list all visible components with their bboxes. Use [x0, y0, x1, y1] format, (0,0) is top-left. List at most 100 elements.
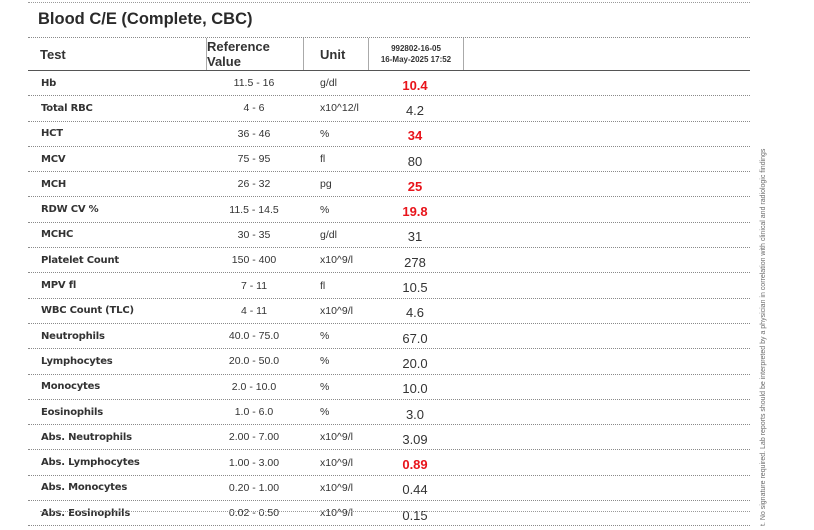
unit: x10^9/l [320, 481, 353, 494]
unit: g/dl [320, 228, 337, 241]
range-separator: - [249, 456, 259, 469]
report-title: Blood C/E (Complete, CBC) [38, 10, 253, 28]
result-value: 10.5 [402, 280, 428, 296]
reference-high: 6.0 [258, 406, 274, 418]
unit: fl [320, 279, 326, 292]
table-row: Neutrophils 40.0 - 75.0% 67.0 [28, 324, 750, 350]
reference-low: 4 [240, 304, 247, 317]
result-value: 4.6 [405, 305, 425, 321]
table-row: HCT 36 - 46% 34 [28, 122, 750, 147]
test-name: Abs. Eosinophils [41, 507, 131, 519]
table-row: Abs. Eosinophils 0.02 - 0.50 x10^9/l 0.15 [28, 501, 750, 527]
result-value: 0.89 [402, 457, 428, 473]
table-row: WBC Count (TLC) 4 - 11 x10^9/l 4.6 [28, 299, 750, 324]
table-row: Abs. Lymphocytes 1.00 - 3.00 x10^9/l 0.89 [28, 450, 750, 476]
unit: x10^9/l [320, 431, 353, 444]
test-name: WBC Count (TLC) [41, 305, 134, 317]
reference-low: 26 [237, 178, 250, 191]
unit: x10^9/l [320, 254, 353, 267]
table-row: Total RBC 4 - 6 x10^12/l 4.2 [28, 96, 750, 122]
table-row: Lymphocytes 20.0 - 50.0% 20.0 [28, 349, 750, 375]
reference-low: 7 [240, 279, 247, 292]
result-value: 0.44 [402, 482, 428, 498]
unit: x10^9/l [320, 507, 353, 520]
unit: x10^9/l [320, 456, 353, 469]
reference-high: 32 [258, 178, 271, 191]
reference-high: 7.00 [258, 431, 280, 444]
reference-low: 40.0 [228, 330, 250, 343]
table-row: MCH 26 - 32 pg 25 [28, 172, 750, 198]
range-separator: - [249, 102, 259, 115]
table-row: MCV 75 - 95 fl 80 [28, 147, 750, 173]
test-name: MCV [41, 153, 66, 165]
range-separator: - [249, 254, 259, 267]
range-separator: - [246, 279, 257, 292]
result-value: 3.09 [402, 431, 428, 447]
side-disclaimer: t. No signature required. Lab reports sh… [760, 148, 767, 526]
reference-range: 36 - 46 [206, 122, 302, 146]
result-value: 3.0 [405, 406, 425, 422]
test-name: Total RBC [41, 102, 93, 114]
range-separator: - [253, 77, 263, 90]
reference-high: 10.0 [255, 380, 277, 393]
reference-high: 6 [258, 102, 265, 115]
table-body: Hb 11.5 - 16 g/dl 10.4 Total RBC 4 - 6 x10^12/… [28, 71, 750, 527]
column-header-reference: Reference Value [206, 38, 304, 70]
reference-high: 16 [262, 77, 275, 90]
test-name: Hb [41, 77, 57, 89]
unit: % [320, 127, 330, 140]
reference-range: 26 - 32 [206, 172, 302, 196]
reference-range: 4 - 11 [206, 299, 302, 323]
test-name: Platelet Count [41, 254, 119, 266]
range-separator: - [249, 178, 259, 191]
reference-low: 75 [237, 153, 250, 166]
range-separator: - [246, 304, 257, 317]
table-row: Platelet Count 150 - 400 x10^9/l 278 [28, 248, 750, 274]
test-name: MPV fl [41, 280, 77, 292]
reference-low: 36 [237, 127, 250, 140]
reference-low: 20.0 [228, 355, 250, 368]
test-name: Abs. Lymphocytes [41, 457, 140, 469]
test-name: HCT [41, 128, 63, 140]
result-value: 0.15 [402, 507, 428, 523]
result-value: 67.0 [402, 330, 428, 346]
unit: g/dl [320, 77, 337, 90]
reference-low: 0.02 [228, 507, 250, 520]
reference-high: 3.00 [258, 456, 280, 469]
test-name: Abs. Monocytes [41, 482, 128, 494]
reference-high: 1.00 [258, 481, 280, 494]
reference-low: 4 [243, 102, 250, 115]
unit: % [320, 203, 330, 216]
result-value: 278 [404, 254, 426, 270]
range-separator: - [249, 355, 259, 368]
reference-range: 7 - 11 [206, 273, 302, 297]
reference-high: 11 [256, 304, 268, 317]
table-row: MPV fl 7 - 11 fl 10.5 [28, 273, 750, 299]
range-separator: - [249, 481, 259, 494]
test-name: Eosinophils [41, 406, 103, 418]
result-value: 31 [407, 229, 423, 245]
reference-low: 2.00 [228, 431, 250, 444]
reference-range: 75 - 95 [206, 147, 302, 171]
table-row: MCHC 30 - 35 g/dl 31 [28, 223, 750, 249]
table-row: Abs. Monocytes 0.20 - 1.00 x10^9/l 0.44 [28, 476, 750, 502]
reference-high: 11 [256, 279, 268, 292]
unit: pg [320, 178, 332, 191]
reference-high: 14.5 [258, 203, 279, 216]
reference-low: 1.00 [228, 456, 250, 469]
reference-high: 400 [258, 254, 277, 267]
result-value: 4.2 [405, 102, 425, 118]
test-name: MCH [41, 178, 67, 190]
top-divider [28, 2, 750, 3]
test-name: Lymphocytes [41, 355, 113, 367]
unit: x10^9/l [320, 304, 353, 317]
test-name: Abs. Neutrophils [41, 431, 132, 443]
reference-range: 0.02 - 0.50 [206, 501, 302, 525]
unit: fl [320, 153, 326, 166]
reference-range: 11.5 - 14.5 [206, 197, 302, 221]
range-separator: - [249, 431, 259, 444]
reference-range: 11.5 - 16 [206, 71, 302, 95]
bottom-divider [40, 511, 750, 512]
reference-range: 1.0 - 6.0 [206, 400, 302, 424]
reference-range: 2.00 - 7.00 [206, 425, 302, 449]
